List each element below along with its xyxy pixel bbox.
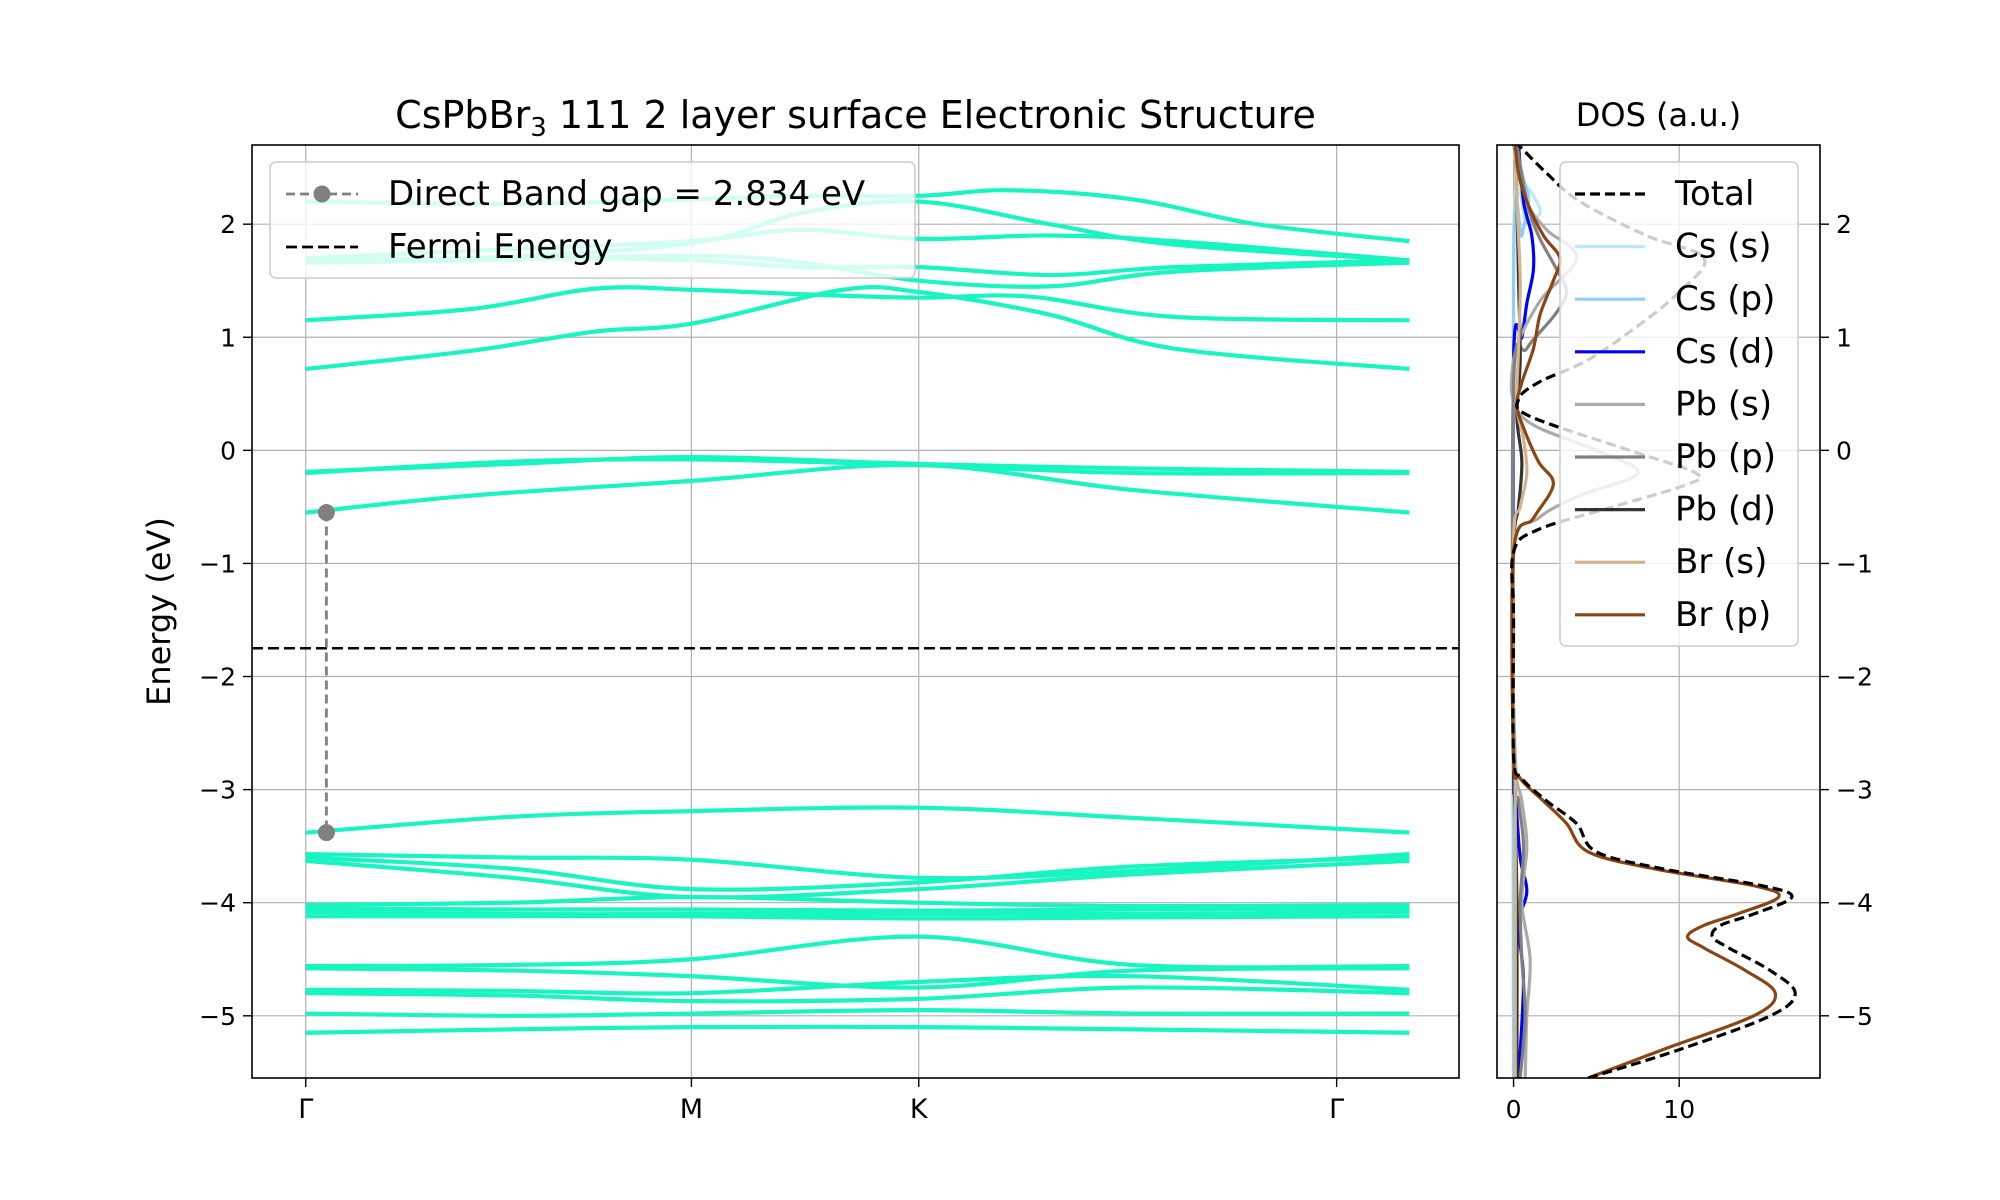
dos-legend-label: Cs (p)	[1675, 279, 1775, 319]
band-line	[305, 285, 1410, 323]
band-line	[305, 462, 1410, 515]
band-line	[305, 985, 1410, 1004]
dos-legend-label: Cs (d)	[1675, 332, 1775, 372]
band-line	[305, 805, 1410, 835]
dos-ytick-label: −4	[1836, 889, 1873, 918]
band-ytick-label: −5	[199, 1002, 236, 1031]
dos-legend: Total Cs (s) Cs (p) Cs (d) Pb (s) Pb (p) Pb (d…	[1559, 161, 1799, 647]
band-line	[305, 858, 1410, 900]
band-line	[305, 909, 1410, 917]
dos-legend-label: Pb (d)	[1675, 490, 1776, 530]
dos-legend-box	[1559, 161, 1799, 647]
dos-frame	[1496, 144, 1821, 1079]
dos-ticks: 210−1−2−3−4−50 10	[1506, 210, 1873, 1124]
dos-ytick-label: −5	[1836, 1002, 1873, 1031]
band-line	[305, 851, 1410, 881]
band-line	[305, 906, 1410, 913]
band-extras	[252, 504, 1459, 842]
band-ticks: 2 1 0 −1 −2 −3 −4 −5 Γ M K Γ	[199, 210, 1344, 1125]
dos-ytick-label: −2	[1836, 663, 1873, 692]
legend-fermi-label: Fermi Energy	[388, 227, 612, 267]
band-legend-box	[269, 161, 916, 279]
legend-band-gap-marker	[313, 185, 331, 203]
band-ytick-label: 0	[220, 436, 236, 465]
band-line	[305, 914, 1410, 921]
band-ytick-label: 1	[220, 323, 236, 352]
band-title: CsPbBr3 111 2 layer surface Electronic S…	[395, 93, 1316, 143]
dos-ytick-label: 2	[1836, 210, 1852, 239]
band-line	[305, 894, 1410, 909]
dos-ytick-label: −1	[1836, 549, 1873, 578]
band-line	[305, 973, 1410, 996]
dos-ytick-label: −3	[1836, 776, 1873, 805]
band-structure-panel: 2 1 0 −1 −2 −3 −4 −5 Γ M K Γ CsPbBr3 111 2 layer su…	[140, 93, 1460, 1125]
dos-legend-label: Cs (s)	[1675, 227, 1772, 267]
dos-legend-label: Pb (s)	[1675, 384, 1772, 424]
band-ytick-label: −1	[199, 549, 236, 578]
band-lines	[305, 188, 1410, 1035]
band-xtick-label: Γ	[298, 1094, 313, 1125]
cbm-marker	[317, 824, 335, 842]
dos-ytick-label: 1	[1836, 323, 1852, 352]
dos-legend-label: Br (p)	[1675, 595, 1771, 635]
band-frame	[251, 144, 1460, 1079]
band-ytick-label: −4	[199, 889, 236, 918]
band-line	[305, 284, 1410, 372]
band-xtick-label: Γ	[1329, 1094, 1344, 1125]
dos-xtick-label: 10	[1663, 1095, 1695, 1124]
dos-ytick-label: 0	[1836, 436, 1852, 465]
dos-line	[1510, 145, 1781, 1078]
band-line	[305, 934, 1410, 970]
band-line	[305, 1008, 1410, 1018]
vbm-marker	[317, 504, 335, 522]
band-xtick-label: M	[680, 1094, 703, 1125]
band-line	[305, 855, 1410, 892]
dos-legend-label: Br (s)	[1675, 542, 1767, 582]
legend-band-gap-label: Direct Band gap = 2.834 eV	[388, 174, 865, 214]
band-legend: Direct Band gap = 2.834 eV Fermi Energy	[269, 161, 916, 279]
band-line	[305, 1024, 1410, 1035]
dos-legend-label: Total	[1674, 174, 1754, 214]
band-line	[305, 457, 1410, 476]
band-ytick-label: −3	[199, 776, 236, 805]
band-ytick-label: −2	[199, 663, 236, 692]
band-ylabel: Energy (eV)	[140, 517, 178, 706]
dos-line	[1510, 145, 1569, 1078]
band-ytick-label: 2	[220, 210, 236, 239]
dos-legend-label: Pb (p)	[1675, 437, 1776, 477]
dos-xtick-label: 0	[1506, 1095, 1522, 1124]
band-xtick-label: K	[910, 1094, 929, 1125]
dos-title: DOS (a.u.)	[1576, 96, 1742, 134]
